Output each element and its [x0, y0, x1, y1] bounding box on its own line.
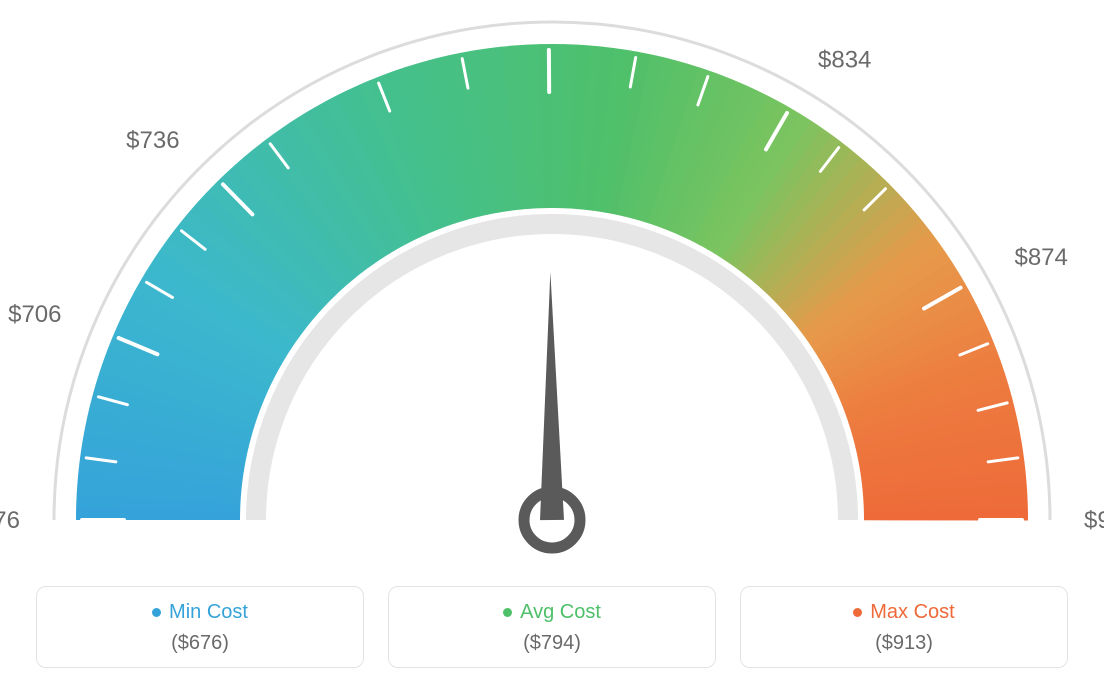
legend-title-min: Min Cost	[152, 601, 248, 624]
legend-value-min: ($676)	[47, 632, 353, 655]
svg-text:$676: $676	[0, 507, 20, 534]
legend-dot-avg	[503, 608, 512, 617]
legend-title-max: Max Cost	[853, 601, 954, 624]
legend-label-avg: Avg Cost	[520, 601, 601, 624]
svg-text:$706: $706	[8, 301, 61, 328]
cost-gauge-chart: $676 $706 $736 $794 $834 $874 $913	[0, 0, 1104, 560]
legend-card-avg: Avg Cost ($794)	[388, 586, 716, 668]
legend-title-avg: Avg Cost	[503, 601, 601, 624]
legend-row: Min Cost ($676) Avg Cost ($794) Max Cost…	[36, 586, 1068, 668]
gauge-svg: $676 $706 $736 $794 $834 $874 $913	[0, 0, 1104, 560]
legend-label-min: Min Cost	[169, 601, 248, 624]
svg-text:$834: $834	[818, 46, 871, 73]
legend-dot-max	[853, 608, 862, 617]
legend-card-max: Max Cost ($913)	[740, 586, 1068, 668]
legend-card-min: Min Cost ($676)	[36, 586, 364, 668]
legend-value-max: ($913)	[751, 632, 1057, 655]
legend-dot-min	[152, 608, 161, 617]
svg-text:$913: $913	[1084, 507, 1104, 534]
svg-text:$736: $736	[126, 127, 179, 154]
legend-value-avg: ($794)	[399, 632, 705, 655]
svg-text:$794: $794	[522, 0, 575, 2]
legend-label-max: Max Cost	[870, 601, 954, 624]
svg-text:$874: $874	[1014, 244, 1067, 271]
